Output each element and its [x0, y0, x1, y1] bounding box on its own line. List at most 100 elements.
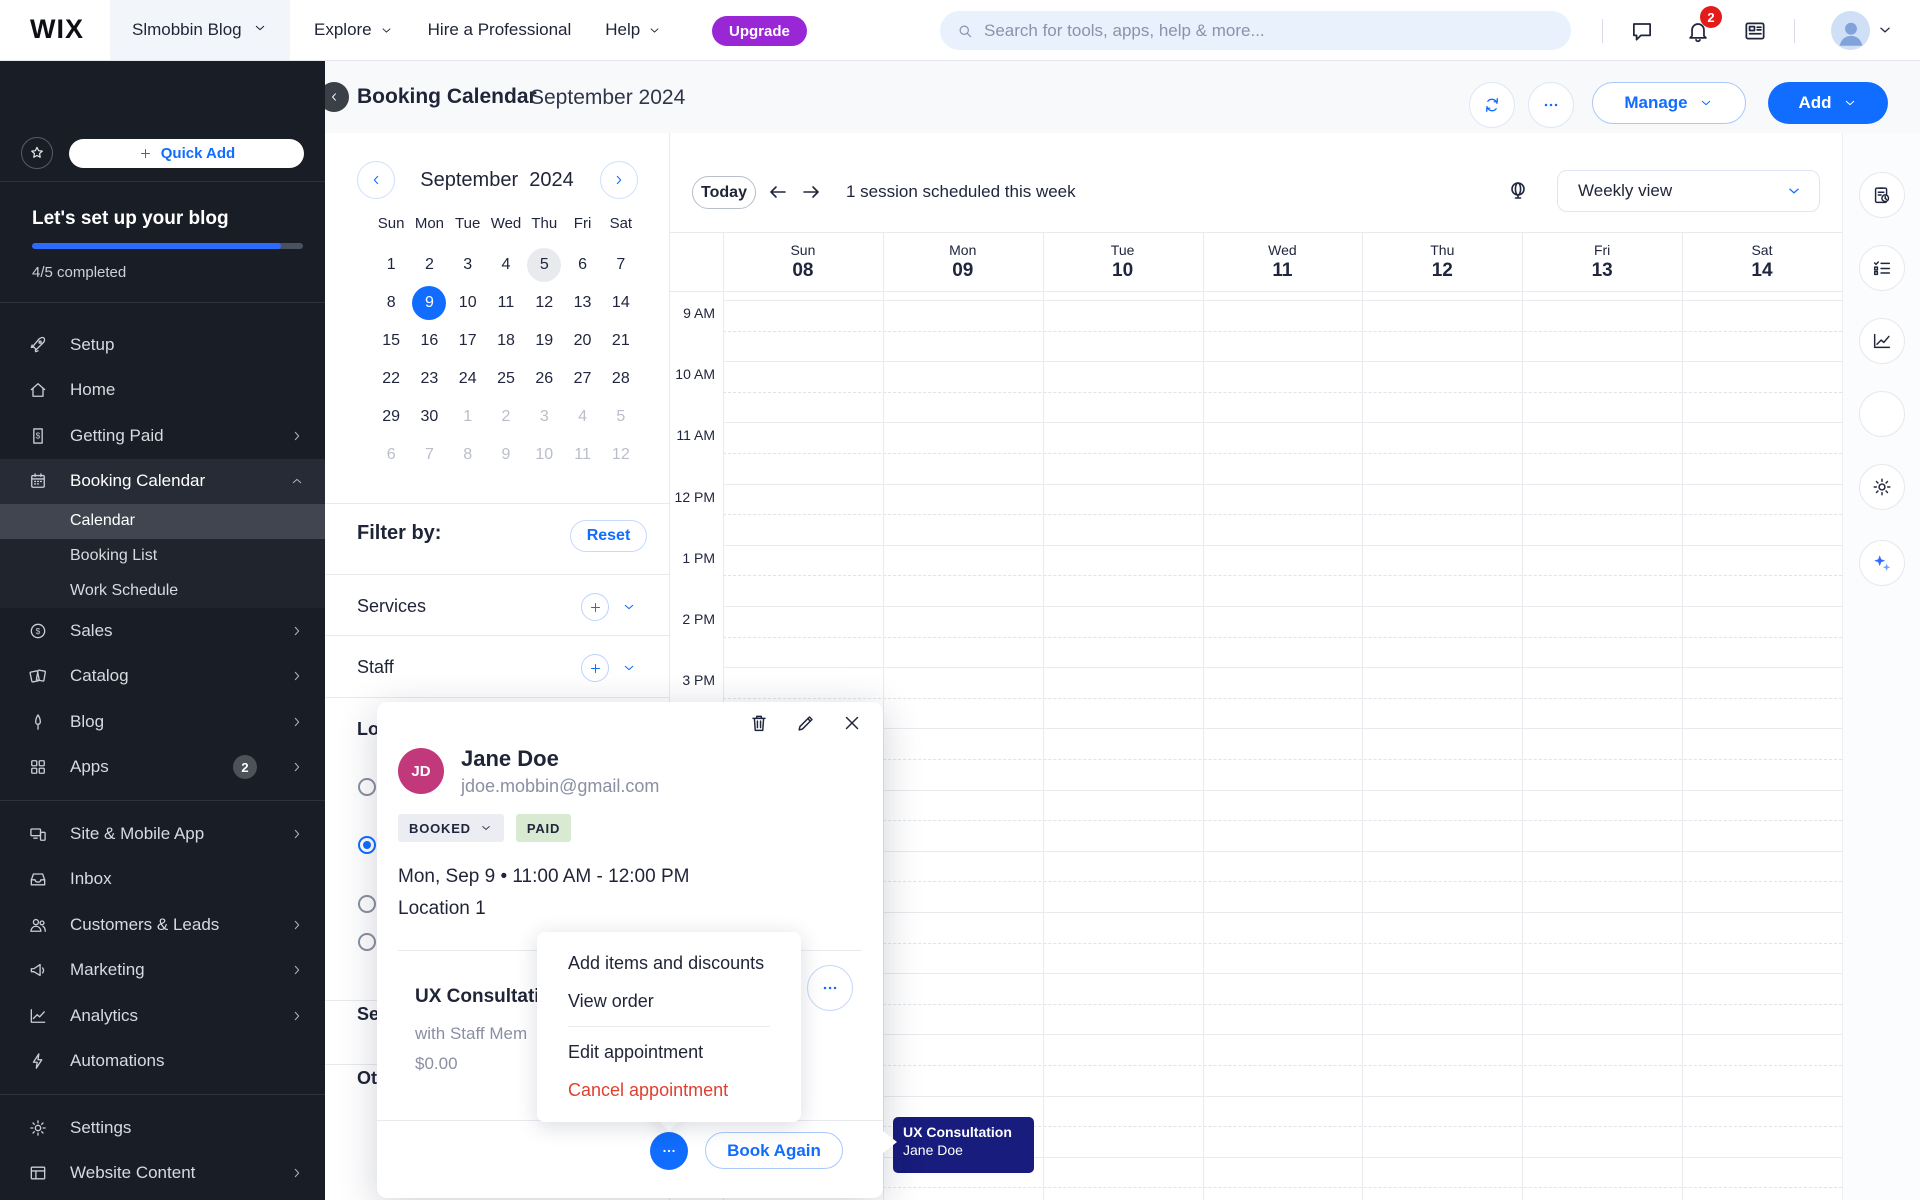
filter-section-ot[interactable]: Ot	[357, 1068, 377, 1088]
mini-calendar-day[interactable]: 16	[420, 332, 439, 349]
sidebar-item-catalog[interactable]: Catalog	[0, 654, 325, 700]
mini-calendar-day[interactable]: 19	[535, 332, 554, 349]
site-menu[interactable]: Slmobbin Blog	[110, 0, 290, 60]
location-radio-selected[interactable]	[358, 836, 376, 854]
day-header-sun-08[interactable]: Sun 08	[723, 233, 883, 291]
mini-calendar-day[interactable]: 3	[463, 256, 473, 273]
checklist-icon[interactable]	[1859, 245, 1905, 291]
top-nav-item-hire-a-professional[interactable]: Hire a Professional	[428, 20, 572, 40]
context-menu-item-view-order[interactable]: View order	[568, 990, 654, 1011]
quick-add-button[interactable]: Quick Add	[69, 139, 304, 168]
mini-calendar-day[interactable]: 1	[463, 408, 473, 425]
sidebar-item-home[interactable]: Home	[0, 368, 325, 414]
manage-button[interactable]: Manage	[1592, 82, 1746, 124]
mini-calendar-day[interactable]: 7	[424, 446, 434, 463]
mini-calendar-day[interactable]: 8	[463, 446, 473, 463]
status-badge[interactable]: BOOKED	[398, 814, 504, 842]
mini-calendar-day-selected[interactable]: 9	[410, 284, 448, 322]
popup-more-actions-button[interactable]	[650, 1132, 688, 1170]
search-input[interactable]	[984, 20, 1524, 41]
mini-calendar-day[interactable]: 8	[386, 294, 396, 311]
context-menu-item-add-items-and-discounts[interactable]: Add items and discounts	[568, 952, 765, 973]
mini-calendar-day[interactable]: 24	[458, 370, 477, 387]
gear-icon[interactable]	[1859, 464, 1905, 510]
add-button[interactable]: Add	[1768, 82, 1888, 124]
calendar-grid[interactable]: UX Consultation Jane Doe 9 AM 10 AM 11 AM 1…	[670, 292, 1842, 1200]
chat-icon[interactable]	[1629, 18, 1655, 44]
delete-trash-icon[interactable]	[748, 712, 772, 736]
view-selector[interactable]: Weekly view	[1557, 170, 1820, 212]
favorites-star-icon[interactable]	[21, 137, 53, 169]
mini-calendar-day[interactable]: 18	[497, 332, 515, 349]
upgrade-button[interactable]: Upgrade	[712, 16, 807, 46]
mini-calendar-day[interactable]: 23	[420, 370, 439, 387]
mini-calendar-day[interactable]: 22	[382, 370, 401, 387]
mini-calendar-day[interactable]: 9	[501, 446, 511, 463]
context-menu-item-edit-appointment[interactable]: Edit appointment	[568, 1041, 704, 1062]
sidebar-item-getting-paid[interactable]: $ Getting Paid	[0, 413, 325, 459]
day-header-wed-11[interactable]: Wed 11	[1203, 233, 1363, 291]
staff-chevron-down-icon[interactable]	[621, 660, 637, 681]
mini-calendar-day[interactable]: 2	[424, 256, 434, 273]
sidebar-item-analytics[interactable]: Analytics	[0, 993, 325, 1039]
mini-calendar-day[interactable]: 10	[535, 446, 554, 463]
sidebar-item-settings[interactable]: Settings	[0, 1105, 325, 1151]
mini-calendar-day[interactable]: 11	[497, 294, 515, 311]
wix-logo[interactable]: WIX	[30, 14, 84, 44]
location-radio[interactable]	[358, 778, 376, 796]
news-icon[interactable]	[1742, 18, 1768, 44]
day-header-tue-10[interactable]: Tue 10	[1043, 233, 1203, 291]
day-header-mon-09[interactable]: Mon 09	[883, 233, 1043, 291]
mini-calendar-day-today[interactable]: 5	[525, 246, 563, 284]
add-staff-filter-button[interactable]	[581, 654, 609, 682]
book-again-button[interactable]: Book Again	[705, 1132, 843, 1169]
mini-calendar-prev-button[interactable]	[357, 161, 395, 199]
filter-section-location[interactable]: Lo	[357, 719, 379, 739]
sidebar-item-booking-calendar[interactable]: Booking Calendar	[0, 458, 325, 504]
mini-calendar-day[interactable]: 28	[611, 370, 630, 387]
mini-calendar-day[interactable]: 13	[573, 294, 592, 311]
previous-week-arrow-icon[interactable]	[766, 180, 790, 204]
mini-calendar-day[interactable]: 3	[539, 408, 549, 425]
sidebar-item-apps[interactable]: Apps 2	[0, 745, 325, 791]
mini-calendar-day[interactable]: 21	[611, 332, 630, 349]
top-nav-item-explore[interactable]: Explore	[314, 20, 394, 40]
globe-icon[interactable]	[1506, 179, 1530, 203]
sidebar-item-automations[interactable]: Automations	[0, 1039, 325, 1085]
mini-calendar-day[interactable]: 26	[535, 370, 554, 387]
sidebar-item-setup[interactable]: Setup	[0, 322, 325, 368]
mini-calendar-day[interactable]: 30	[420, 408, 439, 425]
blocks-icon[interactable]	[1859, 391, 1905, 437]
mini-calendar-day[interactable]: 25	[497, 370, 515, 387]
top-nav-item-help[interactable]: Help	[605, 20, 662, 40]
mini-calendar-day[interactable]: 2	[501, 408, 511, 425]
mini-calendar-day[interactable]: 6	[386, 446, 396, 463]
mini-calendar-day[interactable]: 5	[616, 408, 626, 425]
services-chevron-down-icon[interactable]	[621, 599, 637, 620]
avatar[interactable]	[1831, 11, 1870, 50]
mini-calendar-day[interactable]: 27	[573, 370, 592, 387]
line-chart-icon[interactable]	[1859, 318, 1905, 364]
sidebar-subitem-calendar[interactable]: Calendar	[0, 504, 325, 539]
more-actions-button[interactable]	[1528, 82, 1574, 128]
sidebar-item-blog[interactable]: Blog	[0, 699, 325, 745]
sidebar-item-marketing[interactable]: Marketing	[0, 948, 325, 994]
next-week-arrow-icon[interactable]	[799, 180, 823, 204]
sidebar-item-inbox[interactable]: Inbox	[0, 857, 325, 903]
service-more-actions-button[interactable]	[807, 965, 853, 1011]
today-button[interactable]: Today	[692, 176, 756, 209]
mini-calendar-day[interactable]: 20	[573, 332, 592, 349]
sidebar-subitem-work-schedule[interactable]: Work Schedule	[70, 581, 179, 599]
sidebar-item-site-mobile-app[interactable]: Site & Mobile App	[0, 811, 325, 857]
mini-calendar-day[interactable]: 6	[578, 256, 587, 273]
edit-pencil-icon[interactable]	[795, 712, 819, 736]
location-radio[interactable]	[358, 933, 376, 951]
day-header-fri-13[interactable]: Fri 13	[1522, 233, 1682, 291]
mini-calendar-day[interactable]: 7	[616, 256, 626, 273]
sidebar-item-customers-leads[interactable]: Customers & Leads	[0, 902, 325, 948]
mini-calendar-day[interactable]: 17	[458, 332, 477, 349]
calendar-event[interactable]: UX Consultation Jane Doe	[893, 1117, 1034, 1173]
day-header-sat-14[interactable]: Sat 14	[1682, 233, 1842, 291]
context-menu-item-cancel-appointment[interactable]: Cancel appointment	[568, 1079, 729, 1100]
close-icon[interactable]	[841, 712, 865, 736]
